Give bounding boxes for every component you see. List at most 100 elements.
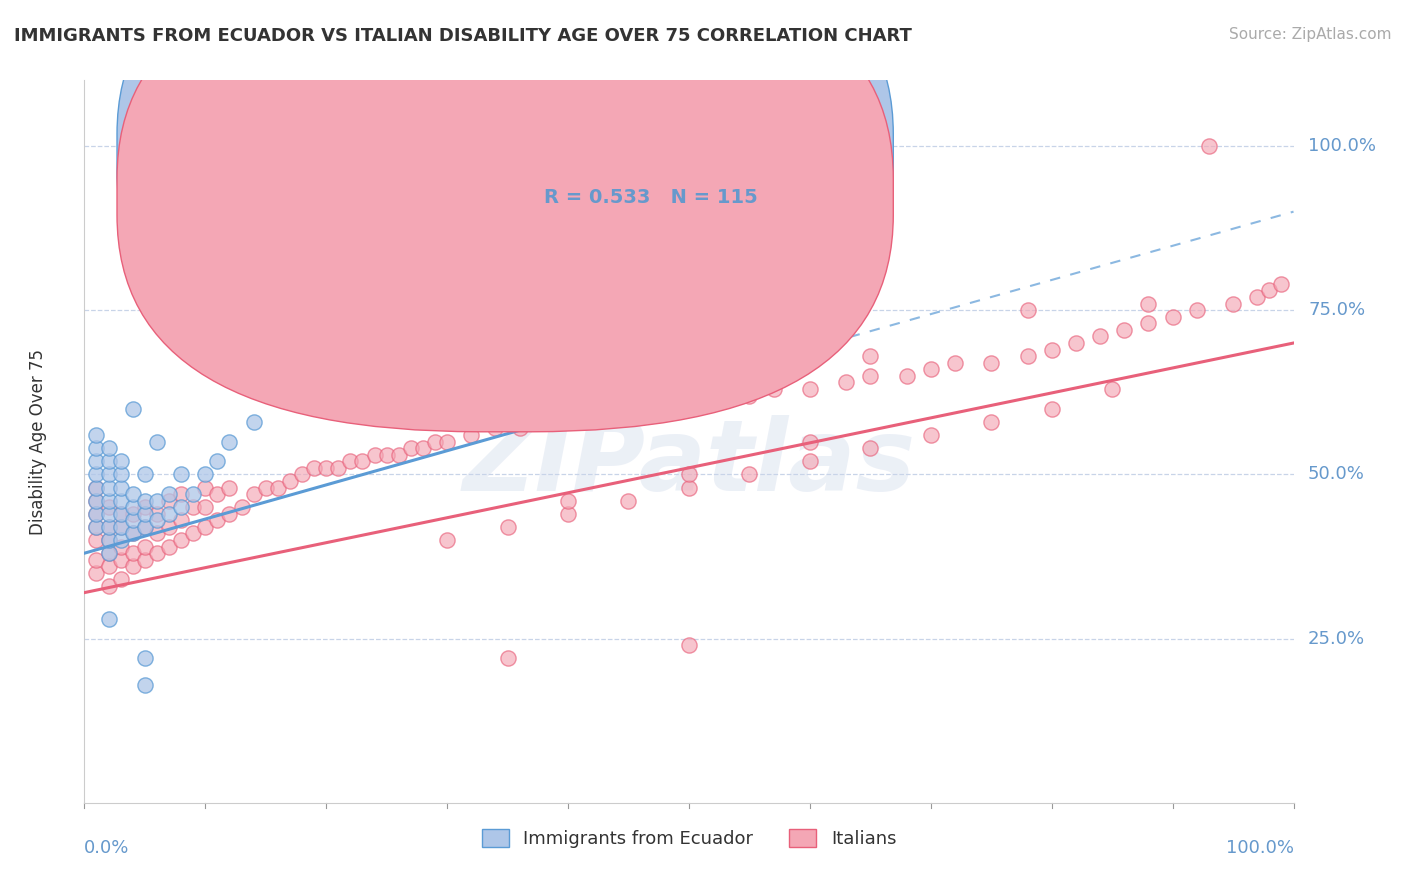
Point [242,487,264,501]
Point [110,520,132,534]
Text: 25.0%: 25.0% [1308,630,1365,648]
Point [1017,303,1039,318]
Point [86,441,108,455]
Point [835,376,858,390]
Point [170,533,193,547]
Point [1088,329,1111,343]
Point [170,513,193,527]
Point [1137,296,1160,310]
Point [86,428,108,442]
Text: Source: ZipAtlas.com: Source: ZipAtlas.com [1229,27,1392,42]
Text: R = 0.554   N =  46: R = 0.554 N = 46 [544,143,751,162]
Point [702,395,724,409]
Point [799,434,821,449]
Point [146,526,169,541]
Point [412,441,434,455]
Point [218,434,240,449]
Point [97,500,120,515]
Point [920,428,942,442]
Point [134,507,156,521]
Point [110,520,132,534]
Point [496,651,519,665]
Point [352,454,374,468]
Point [157,487,180,501]
Point [121,500,143,515]
Point [170,500,193,515]
Point [181,526,204,541]
Point [375,448,398,462]
Point [110,507,132,521]
Point [134,520,156,534]
Point [121,513,143,527]
Point [1270,277,1292,291]
Point [121,526,143,541]
Text: 100.0%: 100.0% [1308,137,1376,155]
Point [1258,284,1281,298]
Point [678,638,700,652]
FancyBboxPatch shape [117,0,893,432]
Point [121,487,143,501]
Point [110,507,132,521]
Point [799,382,821,396]
Point [86,493,108,508]
Point [97,612,120,626]
Point [678,395,700,409]
Point [97,533,120,547]
Point [86,481,108,495]
Point [315,460,337,475]
Point [86,566,108,580]
Point [86,533,108,547]
Point [1040,343,1063,357]
Point [1114,323,1136,337]
Point [218,481,240,495]
Point [97,493,120,508]
Point [980,415,1002,429]
Point [110,540,132,554]
Point [134,677,156,691]
Point [157,507,180,521]
Point [1040,401,1063,416]
Point [1222,296,1244,310]
Point [630,401,652,416]
Point [121,526,143,541]
Point [86,507,108,521]
Text: Disability Age Over 75: Disability Age Over 75 [30,349,48,534]
Point [97,546,120,560]
Point [146,546,169,560]
Point [121,559,143,574]
Point [1161,310,1184,324]
Point [231,500,253,515]
Point [654,401,676,416]
Point [557,493,579,508]
Point [194,481,217,495]
Point [97,481,120,495]
Point [97,579,120,593]
Point [363,448,385,462]
Point [146,513,169,527]
Point [134,520,156,534]
Point [134,500,156,515]
Point [86,553,108,567]
Text: ZIPatlas: ZIPatlas [463,415,915,512]
FancyBboxPatch shape [453,120,786,232]
Point [581,409,603,423]
Point [460,428,482,442]
Point [315,368,337,383]
Point [920,362,942,376]
Point [678,481,700,495]
Point [738,388,761,402]
Point [157,493,180,508]
Point [121,507,143,521]
Point [859,441,882,455]
Point [1185,303,1208,318]
Legend: Immigrants from Ecuador, Italians: Immigrants from Ecuador, Italians [474,822,904,855]
Point [97,559,120,574]
Point [533,415,555,429]
Point [146,493,169,508]
Point [181,487,204,501]
Point [218,507,240,521]
Point [1198,139,1220,153]
Text: 75.0%: 75.0% [1308,301,1365,319]
Point [194,520,217,534]
Point [207,454,229,468]
